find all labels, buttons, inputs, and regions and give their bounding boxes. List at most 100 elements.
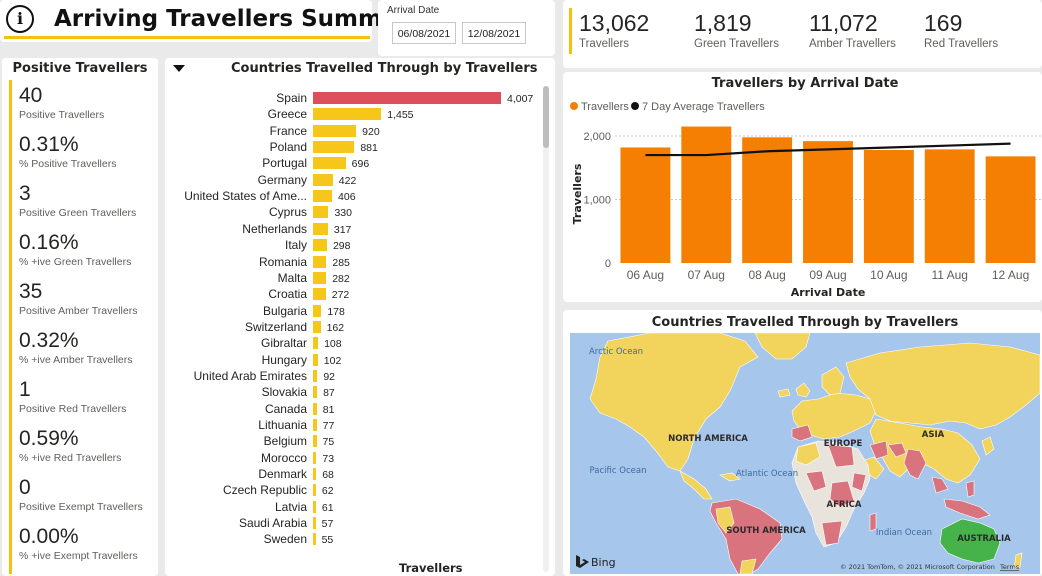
arrival-bar[interactable] xyxy=(620,147,671,263)
north-america-shape[interactable] xyxy=(589,333,759,472)
central-africa-shape[interactable] xyxy=(829,480,855,508)
scrollbar-thumb[interactable] xyxy=(543,86,549,148)
arrival-bar[interactable] xyxy=(681,126,732,263)
country-bar[interactable] xyxy=(313,271,327,284)
morocco-shape[interactable] xyxy=(795,442,821,466)
end-date-input[interactable]: 12/08/2021 xyxy=(462,22,526,44)
seven-day-average-line[interactable] xyxy=(645,142,1011,157)
scandinavia-shape[interactable] xyxy=(821,366,845,396)
legend-7-day-average[interactable]: 7 Day Average Travellers xyxy=(642,101,765,113)
central-america-shape[interactable] xyxy=(679,470,713,500)
uk-shape[interactable] xyxy=(795,382,811,398)
chile-shape[interactable] xyxy=(739,558,757,574)
iceland-shape[interactable] xyxy=(777,388,791,398)
kpi-amber-travellers: 11,072 Amber Travellers xyxy=(809,9,896,50)
country-bar[interactable] xyxy=(313,124,357,137)
country-label: Poland xyxy=(269,140,307,155)
country-bar[interactable] xyxy=(313,239,327,252)
stat-label: % +ive Green Travellers xyxy=(19,256,132,268)
country-bar[interactable] xyxy=(313,533,316,546)
country-label: Saudi Arabia xyxy=(238,516,307,531)
arrivals-marks: 0 1,000 2,000 06 Aug 07 Aug 08 Aug 09 Aug 10 Au… xyxy=(583,126,1041,282)
country-label: Lithuania xyxy=(258,418,307,432)
country-bar[interactable] xyxy=(313,337,319,350)
country-value-label: 92 xyxy=(323,370,335,383)
arrival-bar[interactable] xyxy=(863,150,914,263)
country-value-label: 55 xyxy=(321,534,334,547)
australia-shape[interactable] xyxy=(939,518,1001,564)
countries-chart-xlabel: Travellers xyxy=(399,561,463,575)
start-date-input[interactable]: 06/08/2021 xyxy=(392,22,456,44)
egypt-libya-shape[interactable] xyxy=(827,444,855,468)
country-bar[interactable] xyxy=(313,190,333,203)
greenland-shape[interactable] xyxy=(754,333,811,360)
europe-label: EUROPE xyxy=(824,439,863,449)
country-bar[interactable] xyxy=(313,484,316,497)
country-value-label: 422 xyxy=(338,174,357,187)
country-bar[interactable] xyxy=(313,255,327,268)
south-africa-shape[interactable] xyxy=(821,520,843,546)
world-map-svg[interactable]: Arctic Ocean Pacific Ocean Atlantic Ocea… xyxy=(570,333,1040,574)
world-map[interactable]: Arctic Ocean Pacific Ocean Atlantic Ocea… xyxy=(570,333,1040,574)
stat-label: % +ive Red Travellers xyxy=(19,452,122,464)
philippines-shape[interactable] xyxy=(965,480,975,498)
country-bar[interactable] xyxy=(313,451,317,464)
positive-stat: 1 Positive Red Travellers xyxy=(19,378,126,415)
collapse-triangle-icon[interactable] xyxy=(173,65,185,72)
country-bar[interactable] xyxy=(313,402,317,415)
japan-shape[interactable] xyxy=(981,436,995,456)
country-bar[interactable] xyxy=(313,304,322,317)
country-bar[interactable] xyxy=(313,386,318,399)
positive-stat: 0.59% % +ive Red Travellers xyxy=(19,427,121,464)
madagascar-shape[interactable] xyxy=(869,512,877,532)
africa-label: AFRICA xyxy=(827,500,862,510)
country-value-label: 81 xyxy=(322,403,335,416)
iran-shape[interactable] xyxy=(869,440,889,460)
country-bar[interactable] xyxy=(313,517,316,530)
country-value-label: 68 xyxy=(322,469,334,482)
country-bar[interactable] xyxy=(313,369,318,382)
country-bar[interactable] xyxy=(313,320,321,333)
country-bar[interactable] xyxy=(313,435,317,448)
country-bar[interactable] xyxy=(313,353,318,366)
country-bar[interactable] xyxy=(313,92,501,104)
indonesia-shape[interactable] xyxy=(943,498,991,520)
country-bar[interactable] xyxy=(313,288,326,301)
arrival-bar[interactable] xyxy=(803,141,853,263)
new-zealand-shape[interactable] xyxy=(1013,552,1023,570)
scrollbar-track[interactable] xyxy=(543,86,549,572)
country-value-label: 1,455 xyxy=(387,109,414,122)
country-label: Romania xyxy=(258,254,307,269)
arrival-bar[interactable] xyxy=(985,156,1036,263)
arrivals-chart-svg: Travellers by Arrival Date Travellers 7 … xyxy=(570,76,1041,299)
country-bar[interactable] xyxy=(313,141,355,154)
info-icon[interactable]: i xyxy=(6,5,34,33)
se-asia-shape[interactable] xyxy=(931,476,949,494)
west-africa-shape[interactable] xyxy=(805,470,827,492)
country-bar[interactable] xyxy=(313,468,317,481)
country-bar[interactable] xyxy=(313,222,328,235)
caribbean-shape[interactable] xyxy=(719,472,741,482)
arrival-bar[interactable] xyxy=(742,137,793,263)
terms-link[interactable]: Terms xyxy=(999,563,1020,571)
country-bar[interactable] xyxy=(313,206,329,219)
asia-north-shape[interactable] xyxy=(845,342,1040,430)
arrival-bar[interactable] xyxy=(924,149,975,263)
country-bar[interactable] xyxy=(313,173,333,186)
positive-stat: 0.00% % +ive Exempt Travellers xyxy=(19,525,138,562)
country-bar[interactable] xyxy=(313,157,346,170)
country-value-label: 102 xyxy=(323,354,342,367)
country-bar[interactable] xyxy=(313,419,317,431)
india-shape[interactable] xyxy=(903,448,927,480)
stat-label: Positive Red Travellers xyxy=(19,403,127,415)
spain-shape[interactable] xyxy=(791,424,813,442)
legend-line-marker xyxy=(631,102,639,110)
pakistan-shape[interactable] xyxy=(887,442,907,458)
country-bar[interactable] xyxy=(313,500,316,513)
east-africa-shape[interactable] xyxy=(851,472,867,492)
country-bar[interactable] xyxy=(313,108,382,121)
pacific-ocean-label: Pacific Ocean xyxy=(590,466,647,476)
positive-stat: 40 Positive Travellers xyxy=(19,84,104,121)
colombia-shape[interactable] xyxy=(715,506,735,534)
legend-travellers[interactable]: Travellers xyxy=(581,101,629,113)
